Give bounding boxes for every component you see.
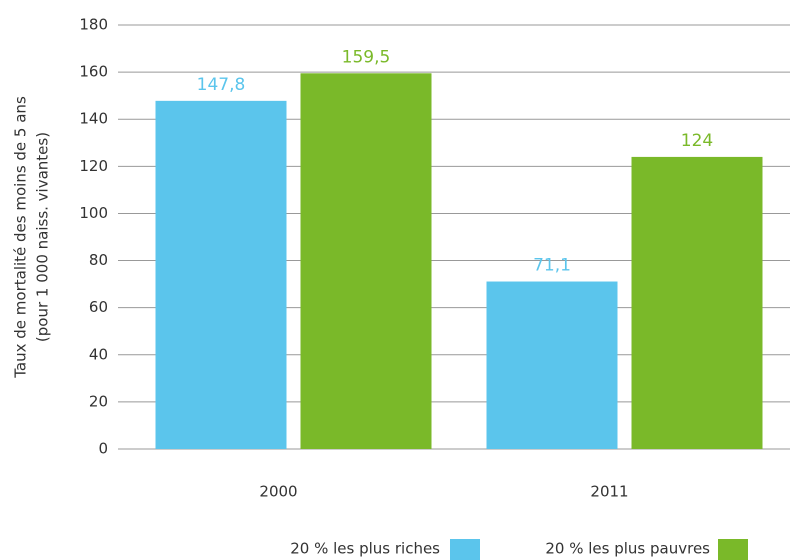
y-tick-label: 80 <box>89 251 108 269</box>
y-tick-label: 160 <box>79 63 108 81</box>
value-label: 159,5 <box>342 47 391 67</box>
y-axis-label: Taux de mortalité des moins de 5 ans <box>12 96 30 379</box>
y-tick-label: 40 <box>89 345 108 363</box>
bar <box>155 100 287 450</box>
value-label: 147,8 <box>197 75 246 95</box>
x-tick-label: 2000 <box>259 483 297 501</box>
bar <box>631 156 763 449</box>
bar <box>486 281 618 449</box>
legend-label: 20 % les plus riches <box>290 540 440 558</box>
y-tick-label: 140 <box>79 110 108 128</box>
legend-label: 20 % les plus pauvres <box>545 540 710 558</box>
y-tick-label: 120 <box>79 157 108 175</box>
y-axis-label: (pour 1 000 naiss. vivantes) <box>34 132 52 342</box>
y-tick-label: 180 <box>79 16 108 34</box>
y-tick-label: 20 <box>89 392 108 410</box>
y-tick-label: 60 <box>89 298 108 316</box>
x-tick-label: 2011 <box>590 483 628 501</box>
value-label: 124 <box>681 131 713 151</box>
y-axis-label-line: (pour 1 000 naiss. vivantes) <box>34 132 52 342</box>
legend-swatch <box>718 539 748 560</box>
legend-swatch <box>450 539 480 560</box>
y-axis-label-line: Taux de mortalité des moins de 5 ans <box>12 96 30 379</box>
value-label: 71,1 <box>533 256 571 276</box>
y-tick-label: 0 <box>98 440 108 458</box>
y-tick-label: 100 <box>79 204 108 222</box>
bar <box>300 73 432 450</box>
